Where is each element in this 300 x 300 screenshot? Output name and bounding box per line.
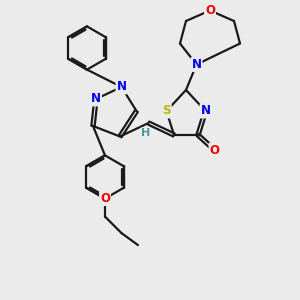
Text: N: N <box>116 80 127 94</box>
Text: O: O <box>205 4 215 17</box>
Text: O: O <box>209 143 220 157</box>
Text: N: N <box>191 58 202 71</box>
Text: H: H <box>141 128 150 139</box>
Text: N: N <box>200 104 211 118</box>
Text: S: S <box>162 104 171 118</box>
Text: N: N <box>91 92 101 106</box>
Text: O: O <box>100 192 110 205</box>
